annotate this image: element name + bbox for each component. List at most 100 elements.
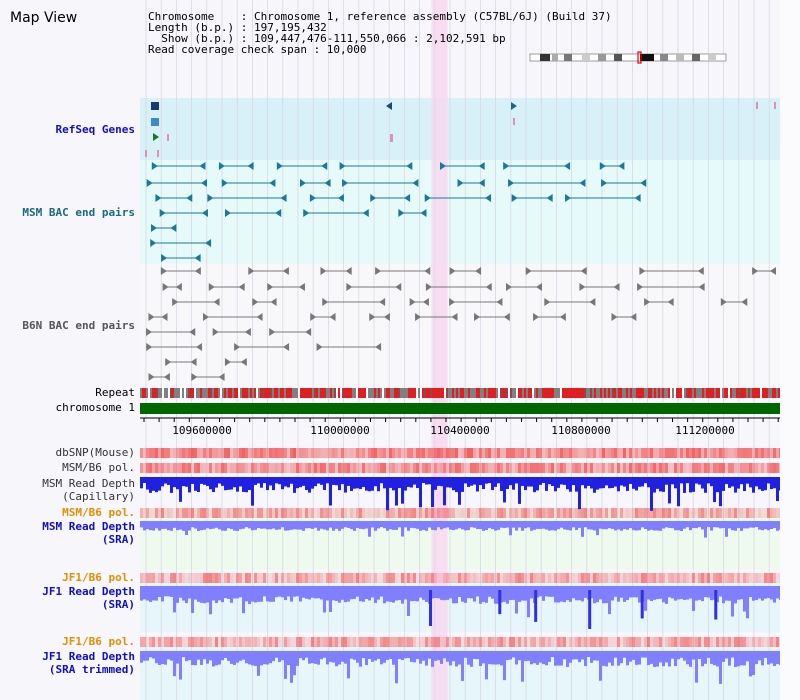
jf1-b6-pol-cell	[551, 637, 554, 647]
repeat-segment	[296, 388, 298, 398]
msm-depth-capillary-bar	[338, 477, 341, 491]
msm-depth-sra-bar	[632, 521, 635, 531]
msm-depth-sra-bar	[752, 521, 755, 528]
msm-b6-pol-cell	[617, 508, 620, 518]
repeat-segment	[694, 388, 696, 398]
jf1-b6-pol-cell	[164, 573, 167, 583]
msm-b6-pol-cell	[698, 508, 701, 518]
refseq-gene-feature	[774, 102, 776, 109]
msm-b6-pol-cell	[182, 463, 185, 473]
jf1-b6-pol-cell	[413, 573, 416, 583]
dbsnp-cell	[146, 448, 149, 458]
msm-depth-capillary-bar	[281, 477, 284, 490]
jf1-b6-pol-cell	[464, 637, 467, 647]
jf1-b6-pol-cell	[746, 573, 749, 583]
msm-depth-capillary-bar	[152, 477, 155, 491]
msm-b6-pol-cell	[167, 508, 170, 518]
jf1-depth-sra-bar	[218, 586, 221, 601]
jf1-b6-pol-cell	[158, 573, 161, 583]
msm-bac-pair	[618, 162, 625, 170]
jf1-depth-sra-bar	[452, 586, 455, 604]
jf1-depth-trimmed-bar	[473, 651, 476, 659]
dbsnp-cell	[362, 448, 365, 458]
msm-b6-pol-cell	[767, 463, 770, 473]
jf1-b6-pol-cell	[440, 637, 443, 647]
jf1-depth-trimmed-bar	[554, 651, 557, 666]
repeat-segment	[716, 388, 718, 398]
dbsnp-cell	[722, 448, 725, 458]
b6n-bac-pair	[644, 298, 651, 306]
msm-depth-capillary-bar	[638, 477, 641, 487]
track-label-b6n-bac[interactable]: B6N BAC end pairs	[22, 319, 135, 332]
msm-b6-pol-cell	[767, 508, 770, 518]
jf1-depth-trimmed-bar	[278, 651, 281, 662]
msm-depth-sra-bar	[776, 521, 779, 531]
msm-depth-capillary-bar	[158, 477, 161, 491]
msm-b6-pol-cell	[389, 463, 392, 473]
dbsnp-cell	[209, 448, 212, 458]
jf1-depth-sra-bar	[632, 586, 635, 598]
jf1-b6-pol-cell	[776, 637, 779, 647]
msm-b6-pol-cell	[158, 508, 161, 518]
msm-b6-pol-cell	[623, 463, 626, 473]
msm-depth-capillary-bar	[347, 477, 350, 486]
dbsnp-cell	[377, 448, 380, 458]
msm-b6-pol-cell	[188, 463, 191, 473]
jf1-depth-trimmed-bar	[551, 651, 554, 658]
msm-b6-pol-cell	[290, 463, 293, 473]
repeat-segment	[710, 388, 712, 398]
jf1-b6-pol-cell	[356, 573, 359, 583]
jf1-b6-pol-cell	[764, 573, 767, 583]
msm-depth-sra-bar	[464, 521, 467, 531]
msm-depth-capillary-bar	[752, 477, 755, 493]
msm-b6-pol-cell	[716, 463, 719, 473]
msm-depth-sra-bar	[284, 521, 287, 531]
msm-b6-pol-cell	[455, 508, 458, 518]
track-label-refseq-genes[interactable]: RefSeq Genes	[55, 123, 135, 136]
repeat-segment	[162, 388, 164, 398]
b6n-bac-pair	[379, 298, 386, 306]
msm-depth-sra-bar	[671, 521, 674, 529]
msm-b6-pol-cell	[224, 463, 227, 473]
msm-depth-sra-bar	[764, 521, 767, 530]
jf1-depth-trimmed-bar	[422, 651, 425, 661]
refseq-gene-feature	[511, 102, 517, 110]
jf1-depth-sra-bar	[194, 586, 197, 600]
msm-b6-pol-cell	[635, 463, 638, 473]
msm-depth-capillary-bar	[236, 477, 239, 492]
track-label-jf1-depth-trimmed-sub: (SRA trimmed)	[48, 663, 135, 676]
track-label-msm-bac[interactable]: MSM BAC end pairs	[22, 206, 135, 219]
msm-bac-pair	[201, 209, 208, 217]
jf1-depth-trimmed-bar	[236, 651, 239, 663]
jf1-b6-pol-cell	[716, 637, 719, 647]
jf1-depth-sra-bar	[368, 586, 371, 601]
msm-b6-pol-cell	[617, 463, 620, 473]
b6n-bac-pair	[146, 343, 153, 351]
jf1-depth-trimmed-bar	[755, 651, 758, 665]
msm-depth-capillary-bar	[602, 477, 605, 489]
jf1-b6-pol-cell	[767, 637, 770, 647]
jf1-b6-pol-cell	[461, 637, 464, 647]
dbsnp-cell	[776, 448, 779, 458]
jf1-b6-pol-cell	[476, 573, 479, 583]
dbsnp-cell	[239, 448, 242, 458]
msm-depth-sra-bar	[272, 521, 275, 529]
jf1-depth-trimmed-bar	[683, 651, 686, 661]
jf1-b6-pol-cell	[671, 573, 674, 583]
dbsnp-cell	[266, 448, 269, 458]
msm-depth-sra-bar	[365, 521, 368, 529]
msm-b6-pol-cell	[701, 463, 704, 473]
repeat-segment	[762, 388, 764, 398]
jf1-b6-pol-cell	[194, 637, 197, 647]
msm-depth-capillary-bar	[533, 477, 536, 493]
jf1-depth-sra-bar	[746, 586, 749, 619]
jf1-b6-pol-cell	[554, 637, 557, 647]
repeat-segment	[470, 388, 472, 398]
msm-b6-pol-cell	[155, 508, 158, 518]
jf1-b6-pol-cell	[629, 637, 632, 647]
jf1-depth-trimmed-bar	[701, 651, 704, 667]
msm-depth-capillary-bar	[176, 477, 179, 490]
jf1-b6-pol-cell	[587, 637, 590, 647]
msm-b6-pol-cell	[722, 463, 725, 473]
